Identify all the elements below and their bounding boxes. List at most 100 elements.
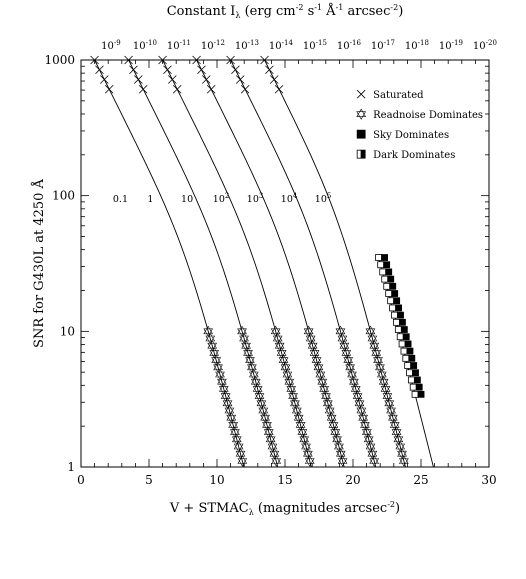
readnoise-marker — [278, 357, 289, 366]
readnoise-marker — [237, 458, 248, 467]
readnoise-marker — [272, 335, 283, 345]
sky-marker — [381, 254, 389, 261]
readnoise-marker — [215, 368, 225, 378]
readnoise-marker — [291, 407, 302, 417]
readnoise-marker — [293, 414, 304, 424]
readnoise-marker — [341, 347, 352, 356]
saturated-marker-stroke — [129, 65, 138, 75]
readnoise-marker — [347, 368, 357, 378]
readnoise-marker — [237, 328, 247, 337]
readnoise-marker — [386, 407, 396, 417]
top-tick-label: 10-12 — [201, 39, 225, 52]
readnoise-marker — [231, 433, 242, 443]
sky-marker — [417, 390, 425, 398]
readnoise-marker — [337, 458, 348, 467]
top-axis-title-part: Constant I — [167, 4, 236, 19]
sky-marker — [413, 376, 421, 384]
top-tick-label: 10-10 — [133, 39, 157, 52]
dark-marker — [385, 290, 393, 297]
readnoise-marker — [297, 429, 308, 438]
saturated-marker — [163, 65, 172, 75]
readnoise-marker — [250, 378, 261, 388]
top-tick-base: 10 — [337, 41, 350, 52]
saturated-marker-stroke — [100, 75, 109, 84]
curve-2 — [162, 59, 312, 468]
saturated-marker — [260, 55, 269, 65]
readnoise-marker — [365, 440, 376, 450]
readnoise-marker — [280, 364, 291, 373]
readnoise-marker — [341, 350, 352, 359]
readnoise-marker — [315, 368, 326, 378]
readnoise-marker — [365, 328, 376, 337]
readnoise-marker — [395, 440, 406, 450]
readnoise-marker — [305, 332, 316, 342]
readnoise-marker — [335, 328, 346, 337]
readnoise-marker — [339, 342, 350, 352]
readnoise-marker — [373, 354, 383, 363]
top-tick-exponent: -9 — [114, 39, 121, 47]
curve-label: 0.1 — [113, 194, 128, 205]
x-axis-title-close: ) — [395, 501, 400, 516]
readnoise-marker — [332, 436, 342, 445]
dark-marker — [404, 362, 412, 369]
sky-marker — [410, 362, 418, 369]
saturated-marker — [231, 65, 240, 75]
readnoise-marker — [258, 407, 269, 417]
markers-group — [90, 55, 425, 467]
readnoise-marker — [343, 357, 354, 366]
readnoise-marker — [321, 393, 331, 402]
readnoise-marker — [371, 347, 382, 356]
saturated-marker-stroke — [197, 65, 206, 75]
top-axis-title: Constant Iλ (erg cm-2 s-1 Å-1 arcsec-2) — [167, 3, 404, 20]
saturated-marker-stroke — [274, 84, 284, 94]
dark-marker — [383, 282, 391, 290]
readnoise-marker — [209, 350, 220, 359]
saturated-marker-stroke — [202, 75, 211, 84]
readnoise-marker — [224, 407, 235, 417]
readnoise-marker — [365, 443, 376, 453]
readnoise-marker — [228, 422, 239, 431]
top-tick-exponent: -13 — [248, 39, 259, 47]
dark-marker — [375, 254, 383, 261]
sky-marker — [399, 318, 406, 326]
readnoise-marker — [233, 440, 244, 450]
saturated-marker — [192, 55, 201, 65]
readnoise-marker — [290, 400, 300, 409]
legend-marker-half-square — [360, 149, 366, 159]
readnoise-marker — [378, 376, 389, 385]
y-tick-label: 1 — [67, 460, 75, 474]
readnoise-marker — [367, 450, 378, 460]
readnoise-marker — [278, 354, 289, 363]
x-tick-label: 10 — [209, 473, 224, 487]
saturated-marker-stroke — [172, 84, 182, 94]
top-tick-exponent: -20 — [486, 39, 497, 47]
x-axis-title-sub: λ — [249, 508, 254, 517]
readnoise-marker — [252, 386, 263, 395]
readnoise-marker — [237, 455, 248, 464]
readnoise-marker — [324, 407, 335, 417]
curve-label-exponent: 3 — [259, 192, 263, 200]
readnoise-marker — [239, 332, 249, 342]
readnoise-marker — [288, 390, 298, 399]
top-tick-exponent: -10 — [146, 39, 157, 47]
readnoise-marker — [262, 419, 272, 428]
readnoise-marker — [247, 361, 257, 371]
readnoise-marker — [350, 386, 361, 395]
readnoise-marker — [337, 455, 348, 464]
readnoise-marker — [274, 342, 285, 352]
legend-marker-star — [356, 111, 367, 120]
top-tick-exponent: -17 — [384, 39, 395, 47]
readnoise-marker — [315, 371, 326, 381]
readnoise-marker — [245, 357, 255, 366]
readnoise-marker — [303, 325, 314, 335]
dark-marker — [406, 369, 413, 377]
saturated-marker-stroke — [95, 65, 104, 75]
top-axis-title-part: (erg cm — [240, 4, 295, 19]
top-tick-base: 10 — [303, 41, 316, 52]
readnoise-marker — [205, 332, 216, 342]
readnoise-marker — [239, 335, 249, 345]
readnoise-marker — [263, 426, 274, 435]
top-tick-base: 10 — [101, 41, 114, 52]
readnoise-marker — [313, 361, 324, 371]
curve-label: 1 — [147, 194, 153, 205]
